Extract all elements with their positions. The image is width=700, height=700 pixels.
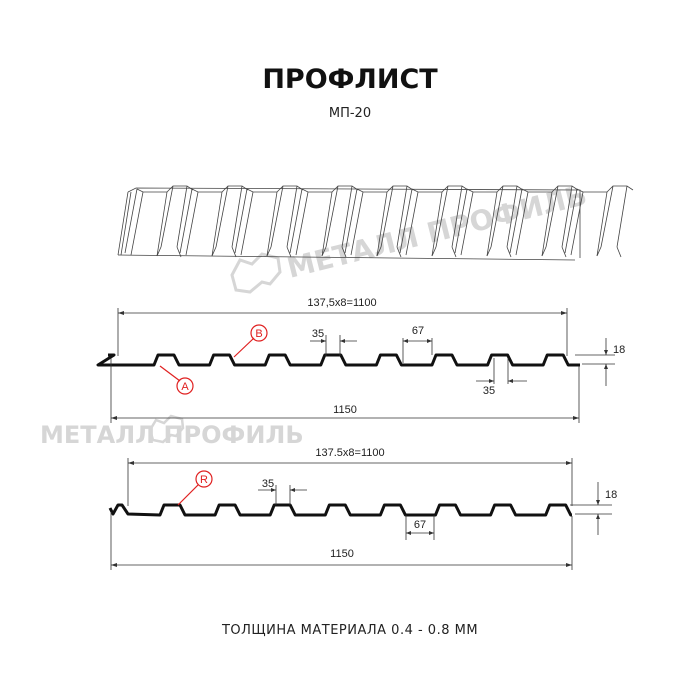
watermark-text-2: МЕТАЛЛ ПРОФИЛЬ xyxy=(40,421,304,449)
pitch-label-b: 137.5x8=1100 xyxy=(315,447,384,459)
sheet-3d-edge xyxy=(596,185,634,258)
sheet-3d-edge xyxy=(289,188,333,257)
sheet-3d-edge xyxy=(321,185,359,258)
watermark-logo-2: МЕТАЛЛ ПРОФИЛЬ xyxy=(40,414,304,449)
sheet-3d-edge xyxy=(344,188,388,257)
sheet-3d-view xyxy=(117,185,634,261)
sheet-3d-edge xyxy=(124,188,168,257)
profile-a-line xyxy=(96,353,580,367)
sheet-3d-edge xyxy=(564,188,608,257)
profile-b: 137.5x8=1100 1150 35 67 18 R xyxy=(108,447,617,570)
sheet-3d-edge xyxy=(117,191,132,256)
bottom-flat-label: 35 xyxy=(483,385,495,397)
sheet-3d-edge xyxy=(266,185,304,258)
top-flat-label: 35 xyxy=(312,328,324,340)
sheet-3d-edge xyxy=(376,185,414,258)
sheet-3d-edge xyxy=(127,187,581,258)
marker-r-label: R xyxy=(200,474,208,486)
rib-label-b: 67 xyxy=(414,519,426,531)
sheet-3d-edge xyxy=(211,185,249,258)
sheet-3d-edge xyxy=(454,188,498,257)
rib-label: 67 xyxy=(412,325,424,337)
top-flat-label-b: 35 xyxy=(262,478,274,490)
marker-r xyxy=(195,470,213,488)
page-subtitle: МП-20 xyxy=(329,106,371,121)
sheet-3d-edge xyxy=(179,188,223,257)
material-thickness-note: ТОЛЩИНА МАТЕРИАЛА 0.4 - 0.8 ММ xyxy=(221,623,478,638)
height-label: 18 xyxy=(613,344,625,356)
marker-b xyxy=(250,324,268,342)
height-label-b: 18 xyxy=(605,489,617,501)
marker-b-label: B xyxy=(255,328,262,340)
watermark-text-1: МЕТАЛЛ ПРОФИЛЬ xyxy=(284,178,590,284)
profile-a: 137,5x8=1100 1150 35 67 35 18 A B xyxy=(96,297,625,423)
page-title: ПРОФЛИСТ xyxy=(262,64,438,95)
sheet-3d-edge xyxy=(431,185,469,258)
sheet-3d-edge xyxy=(156,185,194,258)
marker-a xyxy=(176,377,194,395)
sheet-3d-edge xyxy=(486,185,524,258)
sheet-3d-edge xyxy=(509,188,553,257)
width-label: 1150 xyxy=(333,404,357,416)
pitch-label: 137,5x8=1100 xyxy=(307,297,376,309)
sheet-3d-edge xyxy=(399,188,443,257)
sheet-3d-edge xyxy=(234,188,278,257)
marker-a-label: A xyxy=(181,381,189,393)
sheet-3d-edge xyxy=(117,254,576,261)
width-label-b: 1150 xyxy=(330,548,354,560)
profile-b-line xyxy=(108,503,573,517)
sheet-3d-edge xyxy=(541,185,579,258)
